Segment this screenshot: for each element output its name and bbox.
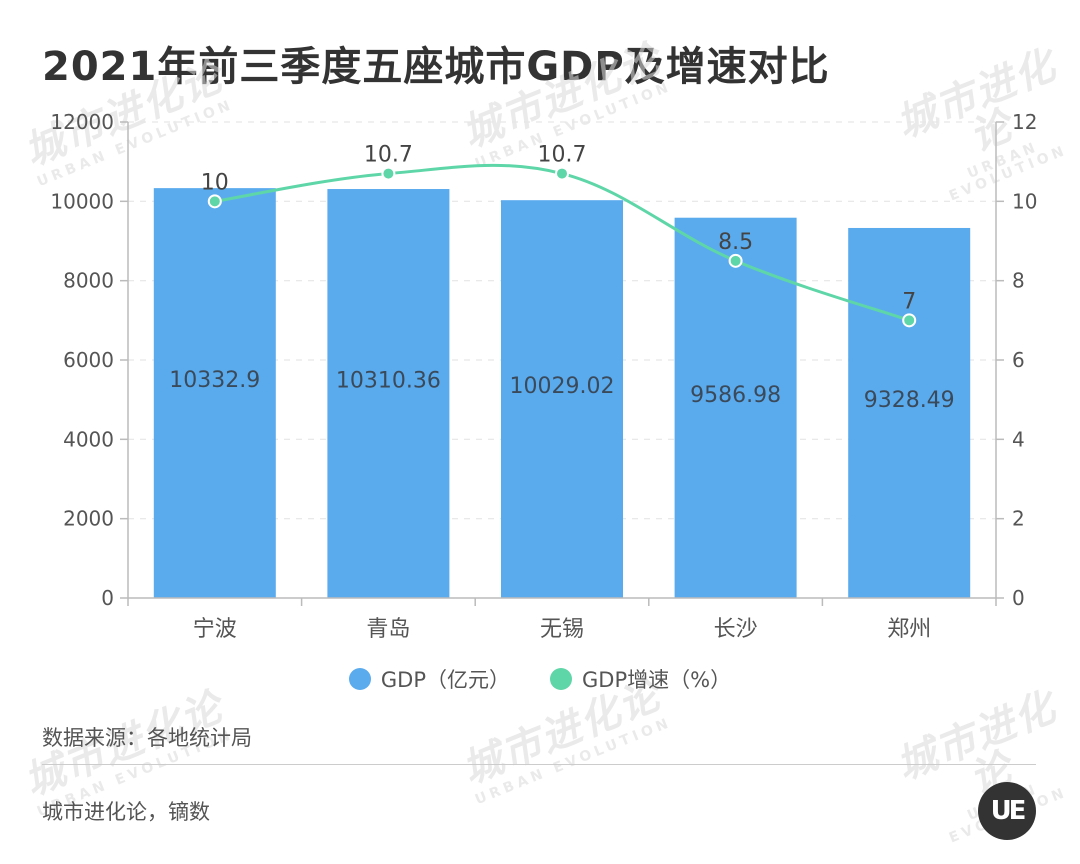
- footer-divider: [42, 764, 1036, 765]
- credit-note: 城市进化论，镝数: [42, 800, 210, 824]
- x-tick-label: 青岛: [366, 617, 410, 642]
- legend-label-gdp: GDP（亿元）: [380, 668, 511, 692]
- y-left-tick-label: 4000: [63, 427, 114, 451]
- growth-point: [381, 166, 396, 181]
- bar-data-label: 9586.98: [690, 383, 781, 408]
- y-right-tick-label: 0: [1012, 586, 1025, 610]
- y-left-tick-label: 0: [101, 586, 114, 610]
- y-left-tick-label: 6000: [63, 348, 114, 372]
- growth-point: [902, 313, 917, 328]
- growth-data-label: 10.7: [364, 143, 413, 168]
- bar-data-label: 10332.9: [169, 368, 260, 393]
- growth-point: [555, 166, 569, 181]
- legend-item-growth[interactable]: GDP增速（%）: [550, 664, 731, 694]
- bar: [501, 200, 623, 599]
- y-left-tick-label: 2000: [63, 507, 114, 531]
- y-right-tick-label: 8: [1012, 269, 1025, 293]
- growth-data-label: 10.7: [538, 143, 587, 168]
- legend-item-gdp[interactable]: GDP（亿元）: [348, 664, 511, 694]
- y-left-tick-label: 12000: [50, 110, 114, 134]
- x-tick-label: 郑州: [887, 617, 931, 642]
- bar: [848, 227, 971, 598]
- legend-marker-gdp: [348, 668, 371, 690]
- bar-data-label: 9328.49: [864, 388, 955, 413]
- growth-data-label: 10: [201, 170, 229, 195]
- bar: [674, 217, 797, 598]
- legend-marker-growth: [550, 668, 573, 690]
- growth-point: [207, 194, 222, 209]
- chart-title: 2021年前三季度五座城市GDP及增速对比: [42, 44, 830, 90]
- bar: [153, 188, 276, 598]
- data-source-note: 数据来源：各地统计局: [42, 726, 252, 750]
- y-left-tick-label: 10000: [50, 189, 114, 213]
- y-right-tick-label: 10: [1012, 189, 1037, 213]
- growth-point: [728, 253, 743, 268]
- y-right-tick-label: 12: [1012, 110, 1037, 134]
- x-tick-label: 长沙: [714, 617, 758, 642]
- bar-data-label: 10310.36: [336, 369, 441, 394]
- growth-data-label: 8.5: [718, 230, 753, 255]
- y-right-tick-label: 2: [1012, 507, 1025, 531]
- y-left-tick-label: 8000: [63, 269, 114, 293]
- bar: [327, 189, 450, 598]
- y-right-tick-label: 6: [1012, 348, 1025, 372]
- x-tick-label: 无锡: [540, 617, 584, 642]
- growth-data-label: 7: [902, 289, 916, 314]
- y-right-tick-label: 4: [1012, 427, 1025, 451]
- legend-label-growth: GDP增速（%）: [582, 668, 732, 692]
- bar-data-label: 10029.02: [510, 374, 615, 399]
- brand-logo: UE: [978, 782, 1036, 840]
- x-tick-label: 宁波: [193, 617, 237, 642]
- chart-legend: GDP（亿元） GDP增速（%）: [0, 664, 1080, 694]
